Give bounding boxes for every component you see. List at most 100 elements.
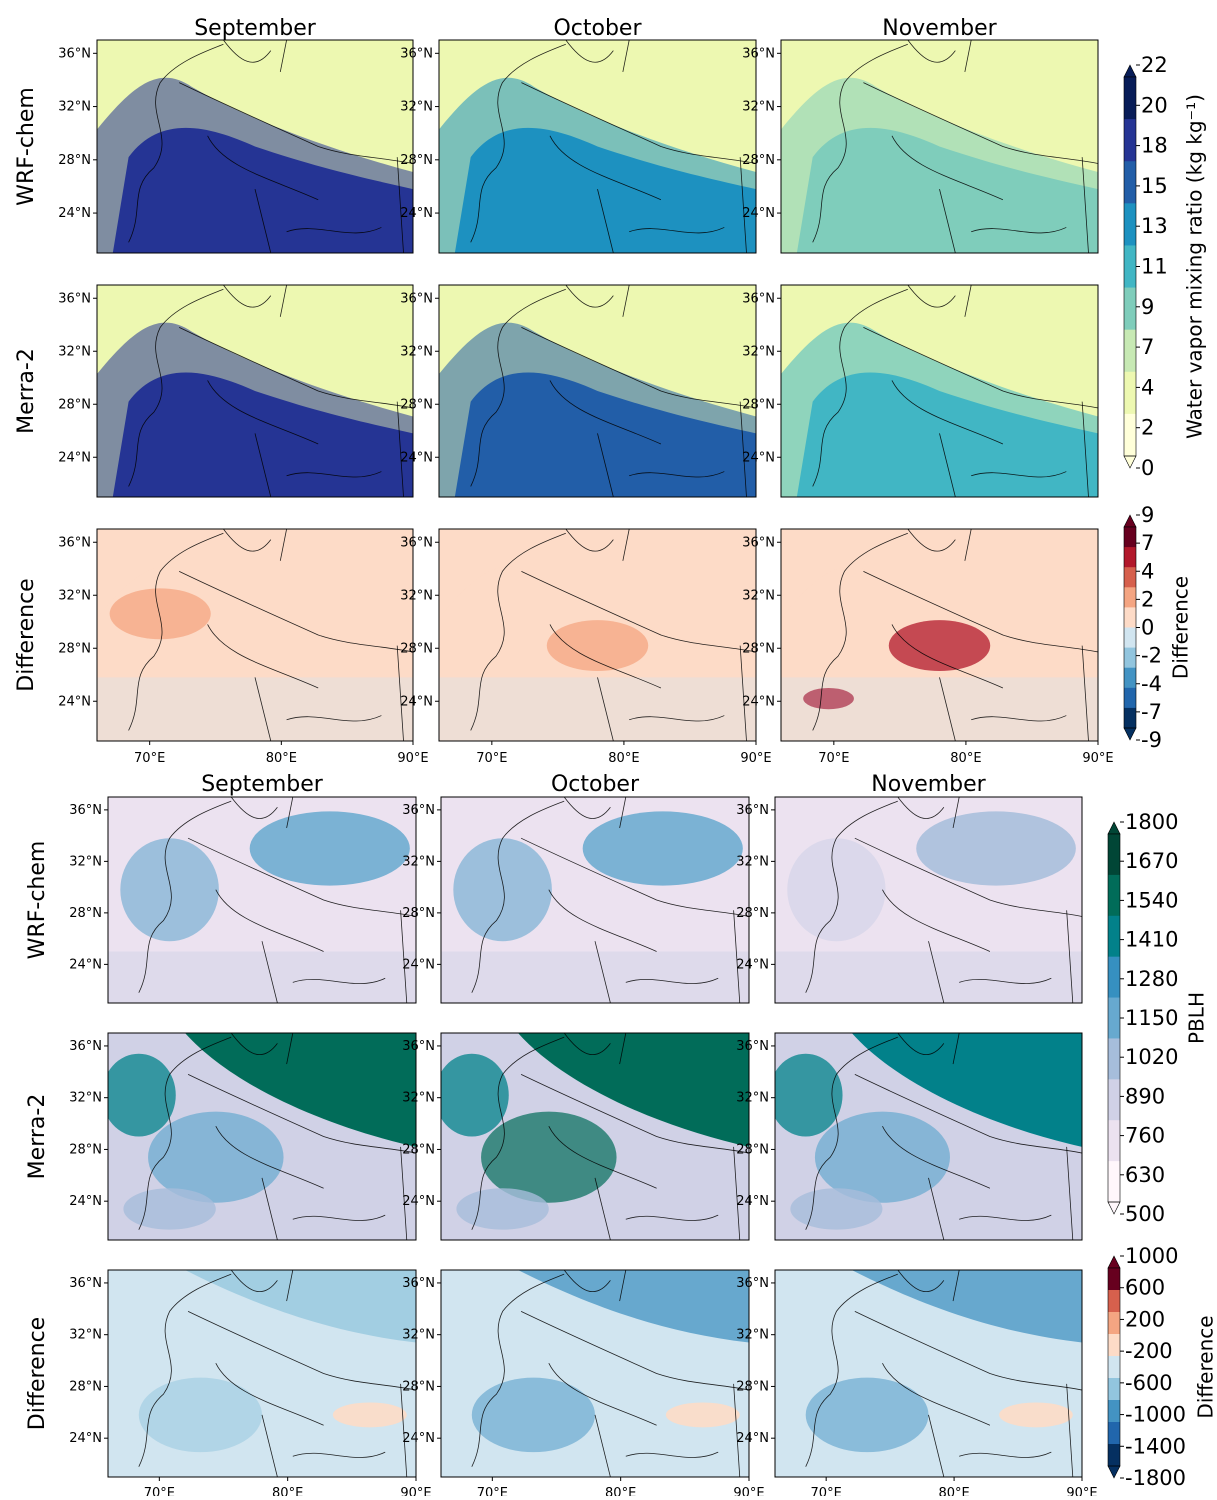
lat-tick-label: 28°N — [736, 1142, 769, 1157]
colorbar-swatch — [1108, 834, 1120, 875]
lat-tick-label: 36°N — [58, 46, 91, 61]
lon-tick-label: 80°E — [266, 751, 297, 766]
lon-tick-label: 80°E — [950, 751, 981, 766]
column-title-pb-0: September — [201, 772, 324, 797]
colorbar-swatch — [1108, 1400, 1120, 1423]
lat-tick-label: 24°N — [69, 1431, 102, 1446]
colorbar-tick-label: 760 — [1125, 1124, 1165, 1148]
colorbar-swatch — [1108, 875, 1120, 916]
map-panel-wv-diff-1 — [439, 529, 756, 741]
colorbar-tick-label: 1540 — [1125, 888, 1178, 912]
colorbar-swatch — [1108, 1334, 1120, 1357]
colorbar-tick-label: -2 — [1141, 644, 1162, 668]
colorbar-swatch — [1124, 607, 1136, 628]
lat-tick-label: 32°N — [402, 1328, 435, 1343]
lat-tick-label: 36°N — [400, 46, 433, 61]
column-title-pb-2: November — [871, 772, 986, 797]
colorbar-tick-label: 1000 — [1125, 1244, 1178, 1268]
map-panel-pb-merra-2 — [769, 1033, 1082, 1240]
colorbar-tick-label: 1800 — [1125, 810, 1178, 834]
lat-tick-label: 24°N — [69, 1194, 102, 1209]
row-label-wv-0: WRF-chem — [14, 87, 39, 206]
lat-tick-label: 36°N — [742, 46, 775, 61]
lon-tick-label: 90°E — [397, 751, 428, 766]
lat-tick-label: 32°N — [742, 344, 775, 359]
map-panel-wv-diff-0 — [97, 529, 413, 741]
colorbar-tick-label: 1150 — [1125, 1006, 1178, 1030]
colorbar-tick-label: 9 — [1141, 503, 1154, 527]
colorbar-tick-label: 4 — [1141, 375, 1154, 399]
colorbar-tick-label: 1280 — [1125, 967, 1178, 991]
colorbar-swatch — [1108, 1268, 1120, 1291]
lat-tick-label: 32°N — [736, 1328, 769, 1343]
colorbar-tick-label: 18 — [1141, 134, 1168, 158]
lon-tick-label: 70°E — [811, 1486, 842, 1496]
colorbar-swatch — [1124, 372, 1136, 415]
lat-tick-label: 24°N — [402, 1431, 435, 1446]
map-panel-pb-merra-0 — [102, 1033, 416, 1240]
lat-tick-label: 36°N — [400, 535, 433, 550]
lon-tick-label: 70°E — [818, 751, 849, 766]
colorbar-swatch — [1124, 648, 1136, 669]
colorbar-swatch — [1108, 957, 1120, 998]
lat-tick-label: 24°N — [736, 1431, 769, 1446]
colorbar-tick-label: 22 — [1141, 53, 1168, 77]
lat-tick-label: 36°N — [742, 535, 775, 550]
colorbar-tick-label: 4 — [1141, 559, 1154, 583]
colorbar-swatch — [1124, 203, 1136, 246]
colorbar-swatch — [1124, 547, 1136, 568]
lat-tick-label: 24°N — [736, 957, 769, 972]
lat-tick-label: 32°N — [69, 1091, 102, 1106]
colorbar-swatch — [1124, 330, 1136, 373]
row-label-pb-2: Difference — [25, 1317, 50, 1430]
lat-tick-label: 24°N — [742, 694, 775, 709]
lat-tick-label: 36°N — [400, 291, 433, 306]
colorbar-swatch — [1124, 414, 1136, 457]
lat-tick-label: 28°N — [736, 1379, 769, 1394]
lon-tick-label: 80°E — [272, 1486, 303, 1496]
colorbar-tick-label: 0 — [1141, 456, 1154, 480]
colorbar-swatch — [1124, 708, 1136, 729]
colorbar-label: Difference — [1194, 1315, 1217, 1418]
colorbar-swatch — [1124, 245, 1136, 288]
lat-tick-label: 36°N — [402, 1276, 435, 1291]
colorbar-swatch — [1108, 1120, 1120, 1161]
colorbar-swatch — [1108, 1161, 1120, 1202]
column-title-wv-1: October — [553, 16, 642, 41]
colorbar-tick-label: -1000 — [1125, 1403, 1186, 1427]
lat-tick-label: 28°N — [402, 906, 435, 921]
lat-tick-label: 28°N — [742, 153, 775, 168]
lat-tick-label: 28°N — [58, 153, 91, 168]
colorbar-swatch — [1124, 161, 1136, 204]
map-panel-pb-diff-2 — [775, 1270, 1082, 1477]
colorbar-tick-label: 600 — [1125, 1276, 1165, 1300]
lon-tick-label: 70°E — [144, 1486, 175, 1496]
lat-tick-label: 28°N — [69, 1142, 102, 1157]
lat-tick-label: 36°N — [69, 1039, 102, 1054]
colorbar-tick-label: -9 — [1141, 728, 1162, 752]
lat-tick-label: 24°N — [58, 450, 91, 465]
map-panel-wv-wrf-1 — [439, 40, 756, 253]
lat-tick-label: 32°N — [69, 1328, 102, 1343]
colorbar-label: Water vapor mixing ratio (kg kg⁻¹) — [1183, 94, 1207, 439]
colorbar-tick-label: 200 — [1125, 1307, 1165, 1331]
colorbar-tick-label: 500 — [1125, 1202, 1165, 1226]
map-panel-pb-diff-0 — [108, 1270, 416, 1477]
lat-tick-label: 32°N — [58, 588, 91, 603]
colorbar-tick-label: -7 — [1141, 700, 1162, 724]
colorbar-tick-label: 7 — [1141, 335, 1154, 359]
lat-tick-label: 28°N — [58, 397, 91, 412]
map-panel-wv-diff-2 — [781, 529, 1098, 741]
lat-tick-label: 24°N — [402, 1194, 435, 1209]
lat-tick-label: 28°N — [742, 641, 775, 656]
lat-tick-label: 28°N — [400, 153, 433, 168]
map-panel-wv-merra-1 — [439, 285, 756, 497]
lat-tick-label: 32°N — [742, 588, 775, 603]
colorbar-tick-label: 13 — [1141, 214, 1168, 238]
lat-tick-label: 24°N — [742, 206, 775, 221]
lat-tick-label: 32°N — [58, 344, 91, 359]
colorbar-swatch — [1108, 1290, 1120, 1313]
